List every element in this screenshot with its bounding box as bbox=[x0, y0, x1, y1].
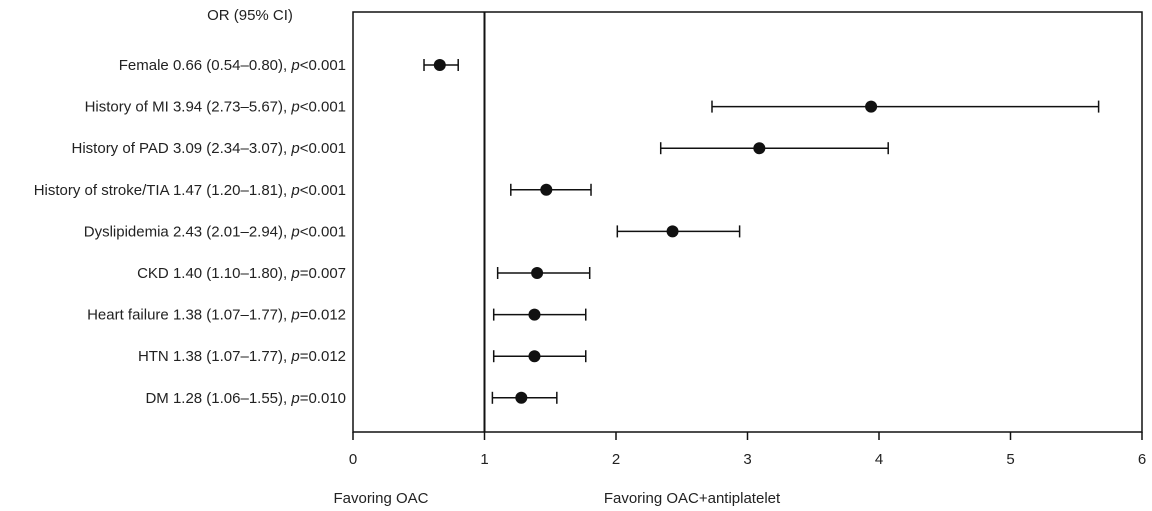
or-point bbox=[433, 59, 446, 71]
or-point bbox=[528, 308, 541, 321]
row-name: Dyslipidemia bbox=[84, 223, 173, 240]
row-p-value: <0.001 bbox=[300, 99, 346, 116]
row-p-symbol: p bbox=[290, 348, 299, 365]
row-p-value: =0.012 bbox=[300, 307, 346, 324]
or-point bbox=[540, 183, 553, 196]
x-tick-label: 6 bbox=[1138, 451, 1146, 468]
row-p-value: <0.001 bbox=[300, 57, 346, 74]
row-p-symbol: p bbox=[290, 223, 299, 240]
row-p-symbol: p bbox=[290, 57, 299, 74]
row-ci-text: 0.66 (0.54–0.80), bbox=[173, 57, 291, 74]
row-label: HTN 1.38 (1.07–1.77), p=0.012 bbox=[138, 348, 346, 365]
row-p-value: <0.001 bbox=[300, 140, 346, 157]
row-name: History of MI bbox=[85, 99, 173, 116]
row-label: History of stroke/TIA 1.47 (1.20–1.81), … bbox=[34, 182, 346, 199]
row-name: DM bbox=[145, 390, 173, 407]
row-p-value: <0.001 bbox=[300, 223, 346, 240]
row-ci-text: 1.40 (1.10–1.80), bbox=[173, 265, 291, 282]
row-p-symbol: p bbox=[290, 182, 299, 199]
row-ci-text: 1.47 (1.20–1.81), bbox=[173, 182, 291, 199]
row-label: Dyslipidemia 2.43 (2.01–2.94), p<0.001 bbox=[84, 223, 346, 240]
or-point bbox=[666, 225, 679, 238]
row-label: CKD 1.40 (1.10–1.80), p=0.007 bbox=[137, 265, 346, 282]
x-label-left: Favoring OAC bbox=[333, 490, 428, 507]
or-point bbox=[865, 100, 878, 113]
x-tick-label: 5 bbox=[1006, 451, 1014, 468]
plot-marks bbox=[423, 12, 1100, 432]
row-label: History of PAD 3.09 (2.34–3.07), p<0.001 bbox=[72, 140, 346, 157]
row-ci-text: 3.94 (2.73–5.67), bbox=[173, 99, 291, 116]
row-label: DM 1.28 (1.06–1.55), p=0.010 bbox=[145, 390, 346, 407]
row-ci-text: 3.09 (2.34–3.07), bbox=[173, 140, 291, 157]
row-p-value: =0.007 bbox=[300, 265, 346, 282]
or-point bbox=[753, 142, 766, 155]
row-name: HTN bbox=[138, 348, 173, 365]
row-name: Female bbox=[119, 57, 173, 74]
row-ci-text: 2.43 (2.01–2.94), bbox=[173, 223, 291, 240]
x-tick-label: 3 bbox=[743, 451, 751, 468]
row-p-value: <0.001 bbox=[300, 182, 346, 199]
x-tick-label: 1 bbox=[480, 451, 488, 468]
row-p-symbol: p bbox=[290, 307, 299, 324]
x-axis: 0 1 2 3 4 5 6 bbox=[349, 432, 1146, 468]
or-point bbox=[531, 267, 544, 279]
row-p-symbol: p bbox=[290, 99, 299, 116]
row-name: CKD bbox=[137, 265, 173, 282]
row-label: Heart failure 1.38 (1.07–1.77), p=0.012 bbox=[87, 307, 346, 324]
or-point bbox=[528, 350, 541, 363]
x-tick-label: 0 bbox=[349, 451, 357, 468]
row-ci-text: 1.38 (1.07–1.77), bbox=[173, 307, 291, 324]
row-labels: Female 0.66 (0.54–0.80), p<0.001History … bbox=[34, 57, 346, 407]
x-label-right: Favoring OAC+antiplatelet bbox=[604, 490, 781, 507]
row-p-symbol: p bbox=[290, 390, 299, 407]
column-header: OR (95% CI) bbox=[207, 7, 293, 24]
row-label: Female 0.66 (0.54–0.80), p<0.001 bbox=[119, 57, 346, 74]
row-ci-text: 1.38 (1.07–1.77), bbox=[173, 348, 291, 365]
row-name: History of PAD bbox=[72, 140, 173, 157]
row-p-value: =0.012 bbox=[300, 348, 346, 365]
plot-frame bbox=[352, 11, 1143, 433]
row-ci-text: 1.28 (1.06–1.55), bbox=[173, 390, 291, 407]
row-p-value: =0.010 bbox=[300, 390, 346, 407]
row-p-symbol: p bbox=[290, 265, 299, 282]
row-label: History of MI 3.94 (2.73–5.67), p<0.001 bbox=[85, 99, 346, 116]
x-tick-label: 2 bbox=[612, 451, 620, 468]
row-name: History of stroke/TIA bbox=[34, 182, 173, 199]
x-tick-label: 4 bbox=[875, 451, 883, 468]
or-point bbox=[515, 391, 528, 404]
row-p-symbol: p bbox=[290, 140, 299, 157]
row-name: Heart failure bbox=[87, 307, 173, 324]
